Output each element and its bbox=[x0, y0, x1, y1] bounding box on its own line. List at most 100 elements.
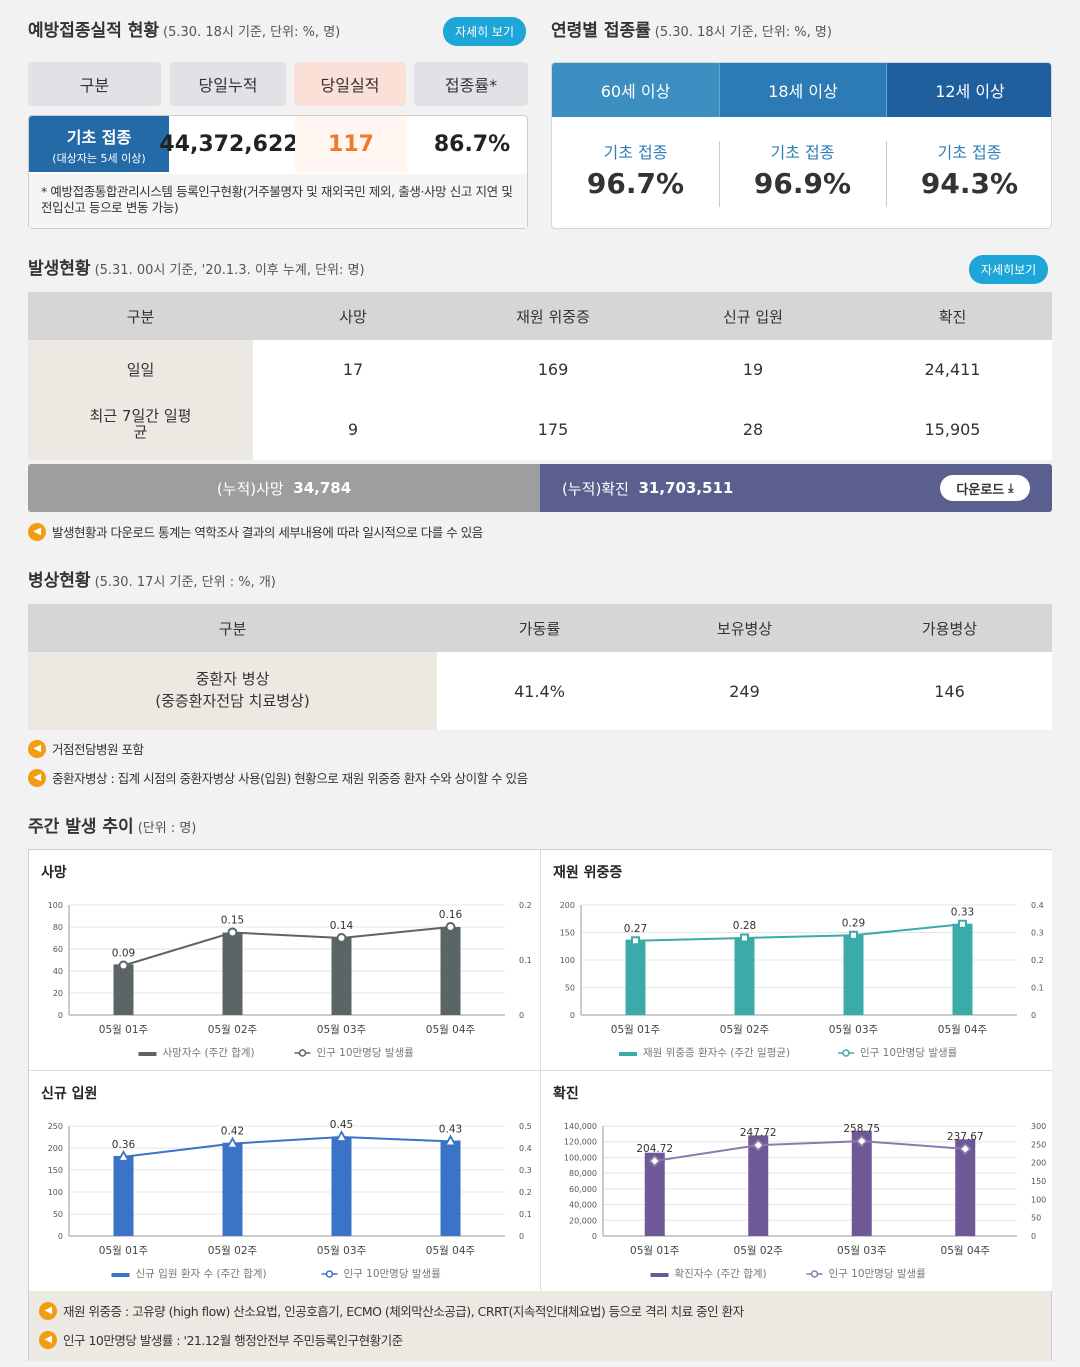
beds-subtitle: (5.30. 17시 기준, 단위 : %, 개) bbox=[94, 575, 276, 590]
x-tick-label: 05월 01주 bbox=[611, 1024, 661, 1036]
bar bbox=[748, 1135, 769, 1236]
y2-tick-label: 200 bbox=[1031, 1159, 1046, 1168]
rate-line bbox=[654, 1140, 966, 1162]
beds-body bbox=[437, 652, 1052, 730]
beds-note-1: ◀ 거점전담병원 포함 bbox=[28, 739, 144, 758]
cumulative-death-label: (누적)사망 bbox=[216, 479, 284, 498]
beds-row-label: 중환자 병상 (중증환자전담 치료병상) bbox=[28, 668, 437, 712]
y2-tick-label: 0.4 bbox=[1031, 901, 1044, 910]
beds-available-value: 146 bbox=[934, 681, 965, 701]
y-tick-label: 20,000 bbox=[569, 1216, 597, 1225]
chart-title-death: 사망 bbox=[41, 865, 67, 881]
x-tick-label: 05월 03주 bbox=[317, 1245, 367, 1257]
rate-data-label: 258.75 bbox=[843, 1123, 880, 1135]
legend-line-label: 인구 10만명당 발생률 bbox=[344, 1268, 442, 1280]
y2-tick-label: 0.2 bbox=[1031, 956, 1044, 965]
y-tick-label: 0 bbox=[592, 1232, 597, 1241]
occurrence-weekly-confirmed: 15,905 bbox=[924, 419, 981, 439]
age-value-60: 96.7% bbox=[586, 167, 685, 200]
bar bbox=[222, 1142, 243, 1236]
x-tick-label: 05월 03주 bbox=[317, 1024, 367, 1036]
rate-data-label: 0.29 bbox=[842, 917, 865, 929]
rate-data-label: 0.42 bbox=[221, 1126, 244, 1138]
y-tick-label: 40,000 bbox=[569, 1201, 597, 1210]
download-button[interactable]: 다운로드 ⤓ bbox=[940, 475, 1030, 501]
speaker-icon: ◀ bbox=[28, 522, 46, 541]
rate-data-label: 237.67 bbox=[947, 1131, 984, 1143]
beds-table: 구분 가동률 보유병상 가용병상 중환자 병상 (중증환자전담 치료병상) 41… bbox=[28, 604, 1052, 730]
rate-data-label: 0.28 bbox=[733, 920, 756, 932]
vaccine-header-category: 구분 bbox=[28, 62, 161, 106]
x-tick-label: 05월 02주 bbox=[720, 1024, 770, 1036]
rate-data-label: 0.14 bbox=[330, 920, 354, 932]
vaccine-subtitle: (5.30. 18시 기준, 단위: %, 명) bbox=[163, 25, 341, 40]
y2-tick-label: 0.1 bbox=[519, 1210, 532, 1219]
legend-bar-label: 신규 입원 환자 수 (주간 합계) bbox=[136, 1267, 267, 1280]
legend-bar-label: 사망자수 (주간 합계) bbox=[163, 1047, 255, 1059]
vaccine-header-cumulative: 당일누적 bbox=[170, 62, 286, 106]
beds-note-2: ◀ 중환자병상 : 집계 시점의 중환자병상 사용(입원) 현황으로 재원 위중증… bbox=[28, 768, 528, 787]
rate-point bbox=[740, 933, 749, 943]
legend-line-marker bbox=[325, 1270, 334, 1278]
y-tick-label: 100 bbox=[48, 901, 63, 910]
weekly-note-1: ◀ 재원 위중증 : 고유량 (high flow) 산소요법, 인공호흡기, E… bbox=[39, 1301, 744, 1320]
age-cell-12: 기초 접종 94.3% bbox=[886, 139, 1051, 200]
occurrence-daily-death: 17 bbox=[342, 359, 364, 379]
bar bbox=[222, 932, 243, 1015]
occurrence-detail-button[interactable]: 자세히보기 bbox=[969, 255, 1049, 284]
rate-point bbox=[648, 1154, 662, 1168]
bar bbox=[952, 923, 973, 1015]
rate-data-label: 0.45 bbox=[330, 1119, 353, 1131]
weekly-note-2-text: 인구 10만명당 발생률 : '21.12월 행정안전부 주민등록인구현황기준 bbox=[63, 1333, 403, 1348]
beds-label-col bbox=[28, 652, 437, 730]
occurrence-section-title: 발생현황 (5.31. 00시 기준, '20.1.3. 이후 누계, 단위: 명… bbox=[28, 254, 365, 279]
y2-tick-label: 100 bbox=[1031, 1195, 1046, 1204]
bar bbox=[440, 927, 461, 1015]
y-tick-label: 0 bbox=[58, 1232, 63, 1241]
y-tick-label: 0 bbox=[58, 1011, 63, 1020]
rate-data-label: 0.43 bbox=[439, 1123, 462, 1135]
vaccine-header-rate: 접종률* bbox=[414, 62, 528, 106]
vaccine-today-value: 117 bbox=[295, 116, 407, 172]
age-cell-60: 기초 접종 96.7% bbox=[552, 139, 719, 200]
y2-tick-label: 300 bbox=[1031, 1122, 1046, 1131]
occurrence-weekly-severe: 175 bbox=[537, 419, 569, 439]
rate-data-label: 0.33 bbox=[951, 906, 974, 918]
cumulative-confirmed-label: (누적)확진 bbox=[562, 479, 629, 498]
occurrence-header-category: 구분 bbox=[126, 307, 155, 326]
occurrence-label-col bbox=[28, 340, 253, 460]
y2-tick-label: 0 bbox=[1031, 1232, 1036, 1241]
chart-death: 0 20 40 60 80 100 0 0.1 0.2 05월 01주 05월 02주 05월 03주… bbox=[48, 901, 532, 1059]
rate-data-label: 0.09 bbox=[112, 948, 135, 960]
vaccine-detail-button[interactable]: 자세히 보기 bbox=[443, 17, 527, 46]
rate-point bbox=[751, 1138, 765, 1152]
beds-header-available: 가용병상 bbox=[921, 619, 978, 638]
chart-panel-severe: 재원 위중증 0 50 100 150 200 0 0.1 0.2 0.3 0.4 05월 01주 0… bbox=[541, 850, 1052, 1070]
occurrence-title: 발생현황 bbox=[28, 259, 91, 279]
occurrence-subtitle: (5.31. 00시 기준, '20.1.3. 이후 누계, 단위: 명) bbox=[94, 263, 365, 278]
beds-title: 병상현황 bbox=[28, 571, 91, 591]
x-tick-label: 05월 02주 bbox=[208, 1024, 258, 1036]
y-tick-label: 140,000 bbox=[564, 1122, 597, 1131]
legend-bar-label: 재원 위중증 환자수 (주간 일평균) bbox=[643, 1046, 790, 1059]
age-kind-18: 기초 접종 bbox=[770, 143, 835, 162]
y-tick-label: 120,000 bbox=[564, 1138, 597, 1147]
y2-tick-label: 0.2 bbox=[519, 901, 532, 910]
occurrence-row-label-daily: 일일 bbox=[126, 360, 155, 379]
chart-panel-confirmed: 확진 0 20,000 40,000 60,000 80,000 100,000 120,0… bbox=[541, 1071, 1052, 1291]
bar bbox=[113, 964, 134, 1015]
rate-point bbox=[631, 936, 640, 946]
chart-title-confirmed: 확진 bbox=[553, 1086, 579, 1102]
cumulative-death-value: 34,784 bbox=[293, 479, 352, 497]
rate-point bbox=[445, 922, 456, 932]
occurrence-row-label-weekly: 최근 7일간 일평균 bbox=[89, 407, 192, 441]
legend-bar-swatch bbox=[650, 1273, 669, 1277]
chart-panel-admission: 신규 입원 0 50 100 150 200 250 0 0.1 0.2 0.3 0.4 0.5 05월… bbox=[29, 1071, 540, 1291]
download-icon: ⤓ bbox=[1008, 480, 1014, 495]
y2-tick-label: 50 bbox=[1031, 1214, 1041, 1223]
x-tick-label: 05월 04주 bbox=[426, 1024, 476, 1036]
beds-row-label-1: 중환자 병상 bbox=[195, 670, 270, 688]
vaccine-title: 예방접종실적 현황 bbox=[28, 21, 160, 41]
weekly-subtitle: (단위 : 명) bbox=[137, 821, 197, 836]
y-tick-label: 250 bbox=[48, 1122, 63, 1131]
